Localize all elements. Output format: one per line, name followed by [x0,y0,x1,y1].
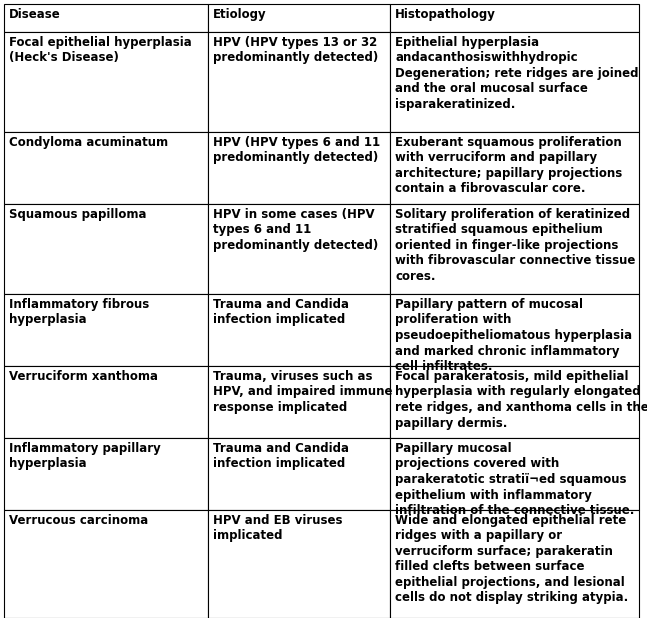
Bar [4,204,208,294]
Bar [390,438,639,510]
Text: Wide and elongated epithelial rete
ridges with a papillary or
verruciform surfac: Wide and elongated epithelial rete ridge… [395,514,628,604]
Bar [4,510,208,618]
Bar [4,132,208,204]
Bar [390,4,639,32]
Bar [208,366,390,438]
Bar [4,366,208,438]
Bar [390,204,639,294]
Bar [390,366,639,438]
Bar [390,294,639,366]
Bar [4,4,208,32]
Text: HPV and EB viruses
implicated: HPV and EB viruses implicated [213,514,342,543]
Text: Inflammatory fibrous
hyperplasia: Inflammatory fibrous hyperplasia [9,298,149,326]
Text: Condyloma acuminatum: Condyloma acuminatum [9,136,168,149]
Bar [390,510,639,618]
Text: Disease: Disease [9,8,61,21]
Bar [4,438,208,510]
Text: Etiology: Etiology [213,8,267,21]
Bar [208,204,390,294]
Text: Trauma and Candida
infection implicated: Trauma and Candida infection implicated [213,298,349,326]
Text: Papillary mucosal
projections covered with
parakeratotic stratiï¬ed squamous
epi: Papillary mucosal projections covered wi… [395,442,634,517]
Text: Trauma and Candida
infection implicated: Trauma and Candida infection implicated [213,442,349,470]
Text: HPV (HPV types 6 and 11
predominantly detected): HPV (HPV types 6 and 11 predominantly de… [213,136,380,164]
Text: Squamous papilloma: Squamous papilloma [9,208,146,221]
Bar [390,32,639,132]
Bar [208,294,390,366]
Text: Exuberant squamous proliferation
with verruciform and papillary
architecture; pa: Exuberant squamous proliferation with ve… [395,136,622,195]
Text: Histopathology: Histopathology [395,8,496,21]
Bar [4,294,208,366]
Text: Focal parakeratosis, mild epithelial
hyperplasia with regularly elongated
rete r: Focal parakeratosis, mild epithelial hyp… [395,370,647,430]
Text: Papillary pattern of mucosal
proliferation with
pseudoepitheliomatous hyperplasi: Papillary pattern of mucosal proliferati… [395,298,632,373]
Bar [208,132,390,204]
Bar [208,510,390,618]
Bar [390,132,639,204]
Text: Verrucous carcinoma: Verrucous carcinoma [9,514,148,527]
Text: Solitary proliferation of keratinized
stratified squamous epithelium
oriented in: Solitary proliferation of keratinized st… [395,208,635,283]
Text: Epithelial hyperplasia
andacanthosiswithhydropic
Degeneration; rete ridges are j: Epithelial hyperplasia andacanthosiswith… [395,36,639,111]
Text: Inflammatory papillary
hyperplasia: Inflammatory papillary hyperplasia [9,442,160,470]
Bar [208,438,390,510]
Text: Trauma, viruses such as
HPV, and impaired immune
response implicated: Trauma, viruses such as HPV, and impaire… [213,370,393,414]
Bar [208,32,390,132]
Bar [4,32,208,132]
Text: Verruciform xanthoma: Verruciform xanthoma [9,370,158,383]
Text: HPV in some cases (HPV
types 6 and 11
predominantly detected): HPV in some cases (HPV types 6 and 11 pr… [213,208,378,252]
Text: Focal epithelial hyperplasia
(Heck's Disease): Focal epithelial hyperplasia (Heck's Dis… [9,36,192,64]
Text: HPV (HPV types 13 or 32
predominantly detected): HPV (HPV types 13 or 32 predominantly de… [213,36,378,64]
Bar [208,4,390,32]
